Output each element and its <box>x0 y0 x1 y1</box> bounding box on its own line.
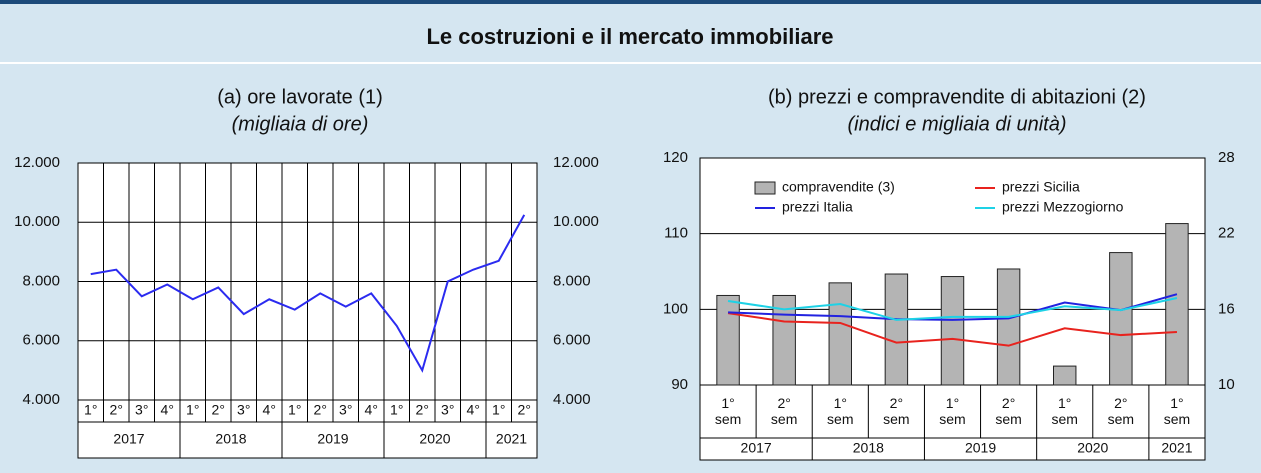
x-tick-label: 1° sem <box>1051 395 1078 427</box>
data-line <box>728 293 1178 321</box>
x-tick-label: 2° sem <box>770 395 798 427</box>
chart-subtitle: (migliaia di ore) <box>232 113 369 135</box>
bar <box>1165 223 1189 386</box>
group-label: 2021 <box>496 431 527 447</box>
legend-label: prezzi Italia <box>782 199 853 215</box>
x-tick-label: 2° <box>212 402 225 418</box>
x-tick-label: 4° <box>365 402 378 418</box>
x-tick-label: 2° <box>518 402 531 418</box>
bar <box>1109 252 1133 386</box>
x-tick-label: 1° sem <box>827 395 854 427</box>
data-line <box>727 297 1178 321</box>
chart-title: (a) ore lavorate (1) <box>217 86 383 108</box>
chart-subtitle: (indici e migliaia di unità) <box>848 113 1067 135</box>
x-tick-label: 1° <box>390 402 403 418</box>
y2-tick-label: 22 <box>1218 225 1235 242</box>
y-tick-label: 110 <box>664 225 688 242</box>
y-tick-label: 6.000 <box>22 332 60 349</box>
y-tick-label-right: 10.000 <box>553 213 599 230</box>
legend-label: compravendite (3) <box>782 179 895 195</box>
top-border <box>0 0 1261 4</box>
y-tick-label: 4.000 <box>22 391 60 408</box>
page-title: Le costruzioni e il mercato immobiliare <box>426 24 833 49</box>
x-tick-label: 2° sem <box>1107 395 1135 427</box>
legend-label: prezzi Sicilia <box>1002 179 1080 195</box>
y-tick-label: 120 <box>663 149 688 166</box>
x-tick-label: 4° <box>263 402 276 418</box>
y-tick-label: 100 <box>663 300 688 317</box>
group-label: 2020 <box>1077 440 1108 456</box>
bar <box>940 276 965 386</box>
y2-tick-label: 28 <box>1218 149 1235 166</box>
x-tick-label: 2° <box>314 402 327 418</box>
y2-tick-label: 10 <box>1218 376 1235 393</box>
x-tick-label: 2° <box>110 402 123 418</box>
x-tick-label: 3° <box>339 402 352 418</box>
y-tick-label: 10.000 <box>14 213 60 230</box>
group-label: 2018 <box>853 440 884 456</box>
x-tick-label: 1° <box>288 402 301 418</box>
x-tick-label: 3° <box>441 402 454 418</box>
x-tick-label: 1° sem <box>939 395 966 427</box>
group-label: 2017 <box>113 431 144 447</box>
data-line <box>727 312 1177 347</box>
x-tick-label: 2° sem <box>995 395 1022 427</box>
y-tick-label-right: 6.000 <box>553 332 591 349</box>
bar <box>996 268 1021 386</box>
x-tick-label: 4° <box>161 402 174 418</box>
y-tick-label-right: 8.000 <box>553 272 591 289</box>
group-label: 2019 <box>965 440 996 456</box>
bar <box>828 282 852 386</box>
bar <box>772 294 796 386</box>
x-tick-label: 4° <box>467 402 480 418</box>
data-line <box>90 214 526 373</box>
y-tick-label-right: 12.000 <box>553 154 599 171</box>
x-tick-label: 1° sem <box>1163 395 1191 427</box>
y2-tick-label: 16 <box>1218 300 1235 317</box>
x-tick-label: 3° <box>135 402 148 418</box>
chart-title: (b) prezzi e compravendite di abitazioni… <box>768 86 1146 108</box>
x-tick-label: 1° <box>84 402 97 418</box>
y-tick-label: 12.000 <box>14 154 60 171</box>
x-tick-label: 2° <box>416 402 429 418</box>
x-tick-label: 1° <box>492 402 505 418</box>
y-tick-label-right: 4.000 <box>553 391 591 408</box>
x-tick-label: 3° <box>237 402 250 418</box>
group-label: 2020 <box>419 431 450 447</box>
legend-label: prezzi Mezzogiorno <box>1002 199 1124 215</box>
bar <box>884 273 909 386</box>
x-tick-label: 1° sem <box>714 395 742 427</box>
group-label: 2021 <box>1161 440 1192 456</box>
group-label: 2019 <box>317 431 348 447</box>
x-tick-label: 1° <box>186 402 199 418</box>
bar <box>1053 365 1077 386</box>
y-tick-label: 90 <box>671 376 688 393</box>
group-label: 2018 <box>215 431 246 447</box>
group-label: 2017 <box>741 440 772 456</box>
bar <box>716 294 740 386</box>
y-tick-label: 8.000 <box>22 272 60 289</box>
x-tick-label: 2° sem <box>883 395 910 427</box>
legend-swatch <box>754 181 776 195</box>
